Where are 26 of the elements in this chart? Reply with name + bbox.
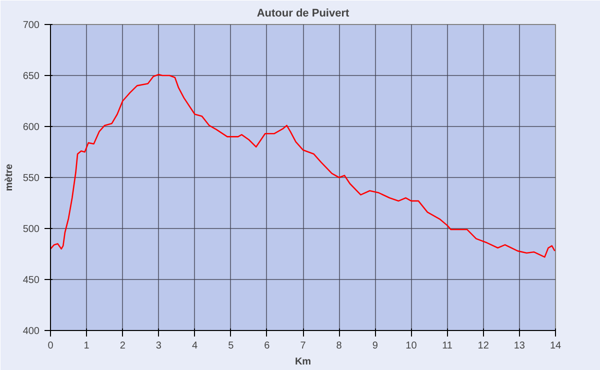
chart-title: Autour de Puivert: [256, 8, 350, 20]
line-series: [50, 74, 556, 258]
x-tick-label: 10: [406, 340, 418, 352]
x-tick-label: 5: [228, 340, 234, 352]
x-tick-label: 9: [372, 340, 378, 352]
x-tick-label: 8: [336, 340, 342, 352]
y-tick-label: 450: [22, 275, 40, 286]
x-axis-title: Km: [294, 356, 312, 368]
x-tick-label: 12: [478, 340, 490, 352]
x-tick-label: 11: [442, 340, 453, 352]
y-tick-label: 700: [22, 20, 40, 31]
y-tick-label: 600: [22, 122, 40, 133]
x-tick-label: 6: [264, 340, 270, 352]
x-tick-label: 2: [120, 340, 126, 352]
x-tick-label: 0: [48, 340, 54, 352]
y-tick-label: 400: [22, 326, 40, 337]
x-tick-label: 7: [300, 340, 306, 352]
y-tick-label: 500: [22, 224, 40, 235]
x-tick-label: 1: [84, 340, 90, 352]
x-tick-label: 13: [514, 340, 526, 352]
x-tick-label: 4: [192, 340, 198, 352]
x-tick-label: 14: [550, 340, 562, 352]
y-axis-title: mètre: [4, 163, 15, 192]
y-tick-label: 550: [22, 173, 40, 184]
y-tick-label: 650: [22, 71, 40, 82]
x-tick-label: 3: [156, 340, 162, 352]
